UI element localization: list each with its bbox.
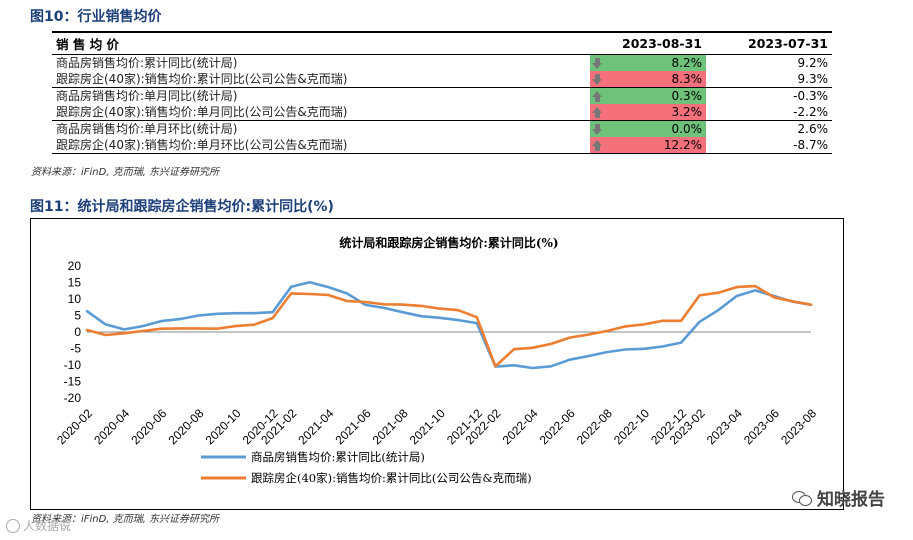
wechat-icon: [792, 490, 812, 506]
y-tick-label: -5: [70, 342, 81, 356]
y-tick-label: 15: [68, 276, 82, 290]
table-row: 商品房销售均价:累计同比(统计局) 8.2% 9.2%: [52, 54, 832, 71]
arrow-up-icon: [592, 140, 603, 151]
legend-label: 跟踪房企(40家):销售均价:累计同比(公司公告&克而瑞): [251, 471, 532, 485]
previous-value: 9.3%: [706, 71, 832, 88]
x-tick-label: 2023-06: [741, 406, 782, 447]
x-tick-label: 2020-02: [54, 406, 95, 447]
watermark-secondary: 人数据说: [6, 517, 71, 534]
table-body: 商品房销售均价:累计同比(统计局) 8.2% 9.2% 跟踪房企(40家):销售均价:…: [52, 54, 832, 154]
header-spacer: [590, 31, 606, 55]
current-value: 0.0%: [606, 120, 706, 137]
previous-value: -0.3%: [793, 89, 828, 103]
arrow-down-icon: [592, 124, 603, 135]
row-label: 商品房销售均价:单月环比(统计局): [56, 122, 238, 136]
header-previous-date: 2023-07-31: [706, 31, 832, 55]
chart-source-note: 资料来源：iFinD, 克而瑞, 东兴证券研究所: [31, 514, 220, 525]
row-label: 商品房销售均价:累计同比(统计局): [56, 56, 238, 70]
trend-arrow-cell: [590, 120, 606, 137]
x-tick-label: 2021-08: [370, 406, 411, 447]
previous-value: -8.7%: [706, 137, 832, 154]
table-row: 商品房销售均价:单月同比(统计局) 0.3% -0.3%: [52, 87, 832, 104]
x-tick-label: 2022-04: [500, 406, 541, 447]
row-label: 商品房销售均价:单月同比(统计局): [56, 89, 238, 103]
trend-arrow-cell: [590, 87, 606, 104]
x-tick-label: 2023-08: [778, 406, 819, 447]
row-label: 跟踪房企(40家):销售均价:单月同比(公司公告&克而瑞): [52, 104, 590, 121]
trend-arrow-cell: [590, 104, 606, 121]
table-header-row: 销 售 均 价 2023-08-31 2023-07-31: [52, 31, 832, 55]
previous-value: 2.6%: [797, 122, 829, 136]
x-tick-label: 2021-10: [407, 406, 448, 447]
y-tick-label: -10: [64, 358, 82, 372]
y-tick-label: 20: [68, 259, 82, 273]
y-tick-label: -15: [64, 375, 82, 389]
table-row: 跟踪房企(40家):销售均价:单月同比(公司公告&克而瑞) 3.2% -2.2%: [52, 104, 832, 121]
series-line-1: [85, 280, 813, 370]
previous-value: 9.2%: [797, 56, 829, 70]
watermark: 知晓报告: [792, 485, 885, 510]
table-row: 跟踪房企(40家):销售均价:累计同比(公司公告&克而瑞) 8.3% 9.3%: [52, 71, 832, 88]
y-tick-label: -20: [64, 391, 82, 405]
price-table: 销 售 均 价 2023-08-31 2023-07-31 商品房销售均价:累计…: [52, 31, 832, 154]
watermark-secondary-text: 人数据说: [23, 519, 72, 533]
current-value: 12.2%: [606, 137, 706, 154]
current-value: 0.3%: [606, 87, 706, 104]
table-source-note: 资料来源：iFinD, 克而瑞, 东兴证券研究所: [31, 167, 220, 178]
line-chart: 统计局和跟踪房企销售均价:累计同比(%)-20-15-10-5051015202…: [54, 235, 819, 485]
series-line-2: [85, 284, 813, 368]
x-tick-label: 2023-04: [704, 406, 745, 447]
arrow-down-icon: [592, 74, 603, 85]
watermark-text: 知晓报告: [817, 490, 885, 510]
table-row: 跟踪房企(40家):销售均价:单月环比(公司公告&克而瑞) 12.2% -8.7%: [52, 137, 832, 154]
trend-arrow-cell: [590, 71, 606, 88]
trend-arrow-cell: [590, 54, 606, 71]
x-tick-label: 2021-06: [333, 406, 374, 447]
previous-value: -2.2%: [706, 104, 832, 121]
x-tick-label: 2020-06: [128, 406, 169, 447]
y-tick-label: 5: [74, 309, 81, 323]
x-tick-label: 2020-08: [165, 406, 206, 447]
x-tick-label: 2020-04: [91, 406, 132, 447]
x-tick-label: 2020-10: [203, 406, 244, 447]
header-metric: 销 售 均 价: [52, 31, 590, 55]
legend-label: 商品房销售均价:累计同比(统计局): [251, 450, 425, 464]
header-current-date: 2023-08-31: [606, 31, 706, 55]
figure-11-title: 图11：统计局和跟踪房企销售均价:累计同比(%): [30, 199, 334, 215]
current-value: 8.3%: [606, 71, 706, 88]
chart-title: 统计局和跟踪房企销售均价:累计同比(%): [339, 235, 558, 250]
x-tick-label: 2022-08: [574, 406, 615, 447]
y-tick-label: 10: [68, 292, 82, 306]
price-table-container: 销 售 均 价 2023-08-31 2023-07-31 商品房销售均价:累计…: [52, 31, 832, 154]
x-tick-label: 2021-04: [295, 406, 336, 447]
figure-10-title: 图10：行业销售均价: [30, 9, 162, 25]
y-tick-label: 0: [74, 325, 81, 339]
table-row: 商品房销售均价:单月环比(统计局) 0.0% 2.6%: [52, 120, 832, 137]
arrow-up-icon: [592, 91, 603, 102]
row-label: 跟踪房企(40家):销售均价:累计同比(公司公告&克而瑞): [52, 71, 590, 88]
row-label: 跟踪房企(40家):销售均价:单月环比(公司公告&克而瑞): [52, 137, 590, 154]
arrow-up-icon: [592, 107, 603, 118]
x-tick-label: 2022-10: [611, 406, 652, 447]
current-value: 8.2%: [606, 54, 706, 71]
current-value: 3.2%: [606, 104, 706, 121]
x-tick-label: 2022-06: [537, 406, 578, 447]
chart-frame: 统计局和跟踪房企销售均价:累计同比(%) -20 -15 -10 -5 0 5 10 15 20 2…: [30, 218, 844, 510]
arrow-down-icon: [592, 58, 603, 69]
logo-icon: [6, 518, 20, 533]
trend-arrow-cell: [590, 137, 606, 154]
